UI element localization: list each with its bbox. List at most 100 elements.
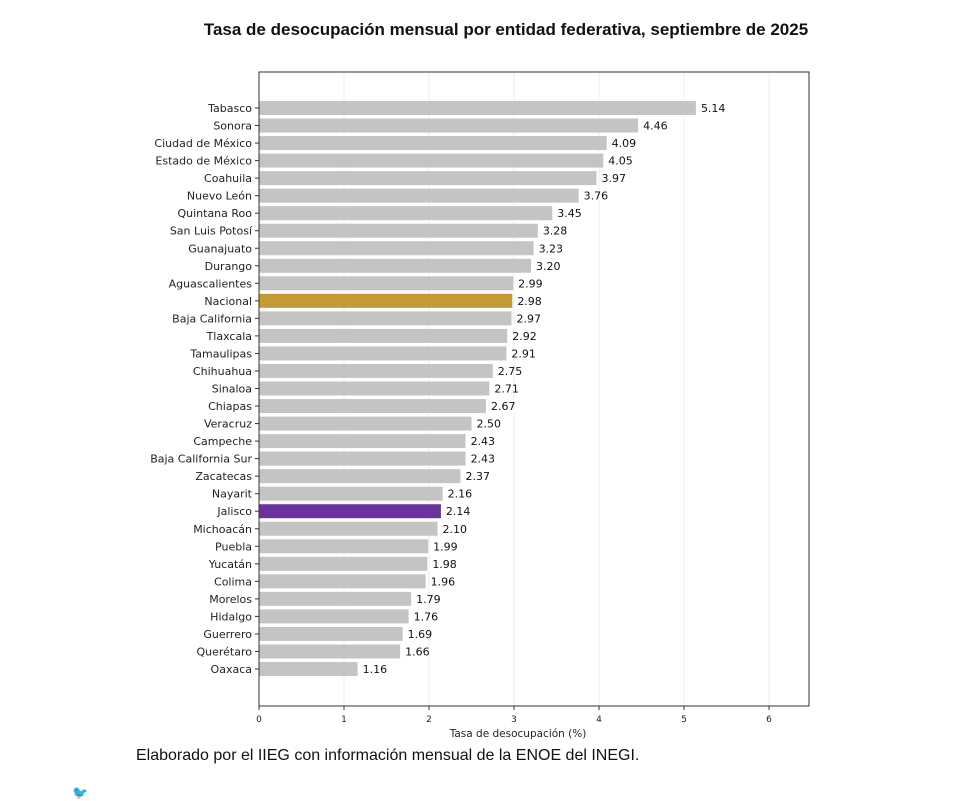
plot-frame: [258, 71, 810, 707]
category-label: Tabasco: [207, 102, 252, 115]
bar-guerrero: [259, 626, 403, 641]
value-label: 1.76: [414, 610, 439, 623]
bar-colima: [259, 574, 426, 589]
bar-morelos: [259, 591, 412, 606]
category-label: Baja California Sur: [150, 453, 252, 466]
bar-michoac-n: [259, 521, 438, 536]
value-label: 2.91: [511, 347, 536, 360]
bar-hidalgo: [259, 609, 409, 624]
bar-zacatecas: [259, 469, 461, 484]
value-label: 3.97: [601, 172, 626, 185]
value-label: 1.69: [408, 628, 433, 641]
category-label: Durango: [205, 260, 253, 273]
value-label: 2.43: [471, 435, 496, 448]
category-label: Campeche: [193, 435, 252, 448]
bar-chiapas: [259, 399, 486, 414]
category-label: Quintana Roo: [177, 207, 252, 220]
category-label: Zacatecas: [195, 470, 252, 483]
category-label: Ciudad de México: [154, 137, 252, 150]
value-label: 2.16: [448, 488, 473, 501]
value-label: 1.16: [363, 663, 388, 676]
bar-nayarit: [259, 486, 443, 501]
category-label: Querétaro: [196, 645, 252, 658]
category-label: Tlaxcala: [206, 330, 252, 343]
bar-yucat-n: [259, 556, 428, 571]
x-axis-label: Tasa de desocupación (%): [449, 728, 587, 740]
bar-san-luis-potos-: [259, 223, 538, 238]
bar-nuevo-le-n: [259, 188, 579, 203]
value-label: 3.76: [584, 190, 609, 203]
category-label: Guanajuato: [188, 242, 252, 255]
bar-coahuila: [259, 171, 597, 186]
source-note: Elaborado por el IIEG con información me…: [136, 747, 640, 764]
value-label: 3.23: [539, 242, 564, 255]
value-label: 2.43: [471, 453, 496, 466]
value-label: 2.67: [491, 400, 516, 413]
value-label: 4.09: [612, 137, 637, 150]
bar-durango: [259, 258, 532, 273]
category-label: Jalisco: [216, 505, 252, 518]
category-label: Nacional: [204, 295, 252, 308]
x-tick-label: 3: [511, 715, 517, 725]
category-label: Veracruz: [204, 418, 252, 431]
bar-estado-de-m-xico: [259, 153, 604, 168]
category-label: Sinaloa: [212, 383, 252, 396]
value-label: 2.10: [443, 523, 468, 536]
bar-quer-taro: [259, 644, 401, 659]
value-label: 1.66: [405, 645, 430, 658]
bar-sinaloa: [259, 381, 490, 396]
category-label: Chihuahua: [193, 365, 252, 378]
bar-tabasco: [259, 101, 696, 115]
category-label: Hidalgo: [210, 610, 252, 623]
bar-oaxaca: [259, 662, 358, 676]
value-label: 3.45: [557, 207, 582, 220]
bar-veracruz: [259, 416, 472, 431]
value-label: 1.99: [433, 540, 458, 553]
category-label: Morelos: [209, 593, 252, 606]
category-label: Colima: [214, 575, 252, 588]
bird-icon: 🐦: [72, 786, 89, 801]
value-label: 1.79: [416, 593, 441, 606]
value-label: 1.96: [431, 575, 456, 588]
bar-nacional: [259, 293, 513, 308]
value-label: 3.28: [543, 225, 568, 238]
category-label: San Luis Potosí: [170, 225, 253, 238]
category-label: Tamaulipas: [189, 347, 252, 360]
x-tick-label: 5: [681, 715, 687, 725]
bar-guanajuato: [259, 241, 534, 256]
category-label: Estado de México: [155, 155, 252, 168]
value-label: 2.71: [494, 383, 519, 396]
category-label: Sonora: [213, 120, 252, 133]
value-label: 2.99: [518, 277, 543, 290]
category-label: Coahuila: [204, 172, 252, 185]
category-label: Oaxaca: [211, 663, 252, 676]
bar-baja-california: [259, 311, 512, 326]
value-label: 2.92: [512, 330, 537, 343]
category-label: Yucatán: [208, 558, 252, 571]
value-label: 2.14: [446, 505, 471, 518]
bar-tlaxcala: [259, 328, 508, 343]
category-label: Michoacán: [193, 523, 252, 536]
bar-tamaulipas: [259, 346, 507, 361]
category-label: Baja California: [172, 312, 252, 325]
value-label: 1.98: [432, 558, 457, 571]
value-label: 4.05: [608, 155, 633, 168]
value-label: 2.98: [517, 295, 542, 308]
bar-puebla: [259, 539, 429, 554]
value-label: 2.75: [498, 365, 523, 378]
category-label: Nayarit: [212, 488, 253, 501]
bar-chihuahua: [259, 363, 493, 378]
category-label: Chiapas: [208, 400, 252, 413]
chart-title: Tasa de desocupación mensual por entidad…: [203, 20, 809, 39]
category-label: Guerrero: [203, 628, 252, 641]
x-tick-label: 4: [596, 715, 602, 725]
x-tick-label: 1: [341, 715, 347, 725]
category-label: Nuevo León: [187, 190, 252, 203]
bar-sonora: [259, 118, 639, 133]
value-label: 5.14: [701, 102, 726, 115]
x-tick-label: 2: [426, 715, 432, 725]
bar-ciudad-de-m-xico: [259, 136, 607, 151]
value-label: 2.50: [477, 418, 502, 431]
category-label: Aguascalientes: [169, 277, 253, 290]
